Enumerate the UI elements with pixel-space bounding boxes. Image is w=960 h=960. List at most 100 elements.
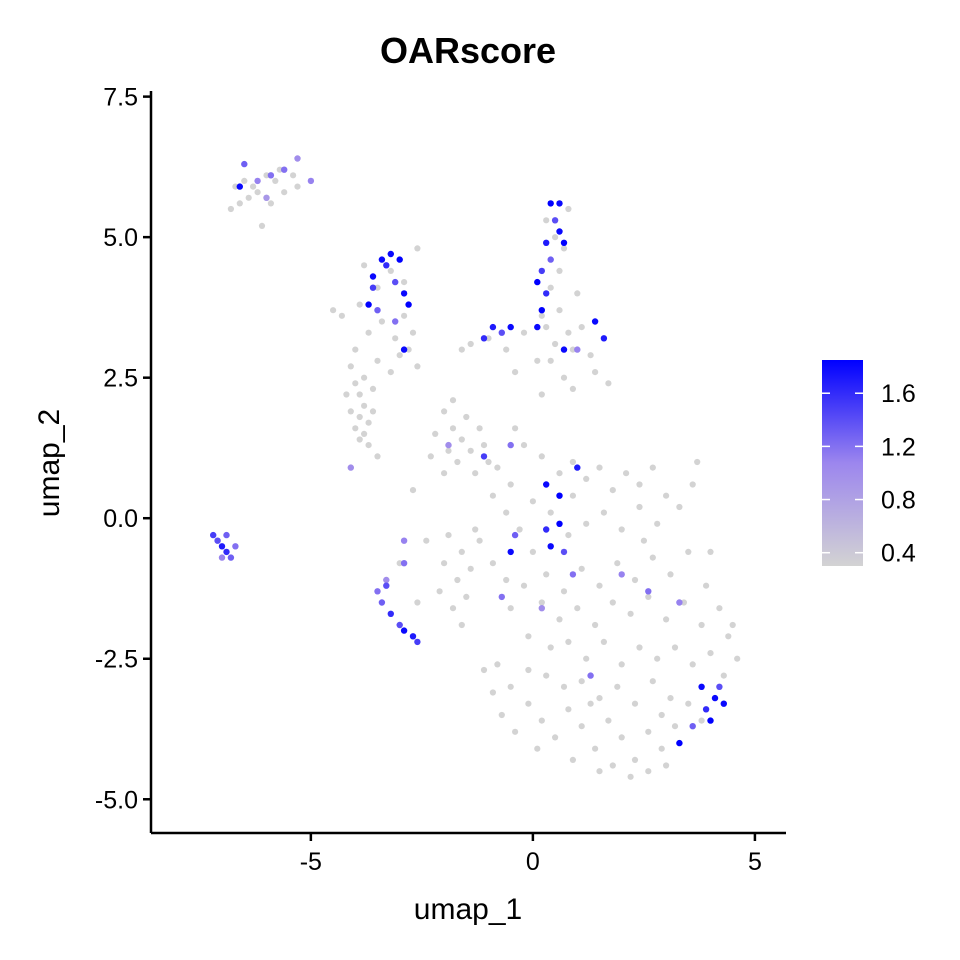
data-point xyxy=(605,717,612,724)
data-point xyxy=(458,436,465,443)
data-point xyxy=(467,340,474,348)
data-point xyxy=(454,458,461,466)
colorbar-tick-label: 1.6 xyxy=(881,380,916,408)
colorbar-tick-label: 0.4 xyxy=(881,540,916,568)
data-point xyxy=(663,762,670,769)
data-point xyxy=(636,503,643,511)
data-point-high xyxy=(547,543,554,550)
data-point xyxy=(636,481,643,488)
data-point xyxy=(290,172,297,179)
data-point xyxy=(547,284,554,291)
data-point xyxy=(525,633,532,640)
data-point-high xyxy=(369,284,377,291)
data-point xyxy=(374,284,381,291)
data-point-high xyxy=(645,588,652,595)
data-point xyxy=(636,644,643,651)
data-point xyxy=(511,369,519,376)
data-point xyxy=(614,683,621,690)
data-point xyxy=(543,217,550,224)
data-point-high xyxy=(556,520,563,527)
data-point-high xyxy=(547,256,554,263)
data-point-high xyxy=(538,267,545,275)
data-point-high xyxy=(498,329,505,336)
data-point xyxy=(294,183,301,190)
data-point xyxy=(432,430,439,437)
data-point-high xyxy=(538,307,545,314)
data-point xyxy=(449,397,457,404)
y-tick-label: -5.0 xyxy=(95,786,138,814)
data-point xyxy=(529,548,537,556)
data-point-high xyxy=(556,228,563,235)
data-point xyxy=(538,717,545,724)
data-point xyxy=(649,678,656,685)
data-point xyxy=(511,728,519,735)
data-point xyxy=(569,756,577,764)
data-point xyxy=(525,666,532,674)
data-point-high xyxy=(489,323,497,331)
data-point-high xyxy=(689,723,696,730)
data-point xyxy=(707,650,714,657)
data-point xyxy=(241,177,248,184)
data-point-high xyxy=(618,571,625,578)
data-point-high xyxy=(534,323,541,331)
data-point-high xyxy=(294,155,301,162)
x-tick-label: -5 xyxy=(300,848,322,876)
data-point xyxy=(272,177,279,184)
data-point xyxy=(445,532,452,539)
data-point xyxy=(631,756,639,764)
data-point xyxy=(352,346,359,353)
data-point xyxy=(485,335,492,342)
data-point xyxy=(605,380,612,387)
colorbar-tick-label: 1.2 xyxy=(881,433,916,461)
data-point xyxy=(596,464,603,471)
data-point xyxy=(361,430,368,437)
data-point xyxy=(507,481,514,488)
data-point xyxy=(236,200,243,207)
data-point xyxy=(472,526,479,533)
data-point-high xyxy=(232,543,239,550)
data-point xyxy=(631,576,639,584)
data-point xyxy=(352,425,359,432)
data-point xyxy=(703,582,710,589)
data-point xyxy=(476,537,483,544)
data-point-high xyxy=(543,481,550,488)
chart-title: OARscore xyxy=(380,30,556,71)
data-point xyxy=(618,661,625,668)
data-point-high xyxy=(587,672,594,679)
data-point xyxy=(658,711,665,719)
data-point xyxy=(503,509,510,516)
data-point-high xyxy=(574,346,581,353)
data-point xyxy=(671,723,679,730)
data-point xyxy=(463,413,470,421)
data-point xyxy=(547,357,554,364)
data-point xyxy=(369,385,377,392)
data-point xyxy=(609,762,616,769)
data-point xyxy=(565,329,572,336)
ticks-layer: -5 0 5 -5.0 -2.5 0.0 2.5 5.0 7.5 xyxy=(95,84,762,876)
data-point-high xyxy=(396,621,403,629)
data-point xyxy=(680,599,688,606)
data-point xyxy=(489,492,496,499)
data-point xyxy=(396,560,403,567)
data-point xyxy=(685,548,692,556)
data-point xyxy=(649,554,656,561)
data-point-high xyxy=(534,278,541,286)
data-point-high xyxy=(543,290,550,297)
data-point xyxy=(414,599,421,606)
y-tick-label: 0.0 xyxy=(103,505,138,533)
data-point-high xyxy=(263,194,270,201)
data-point xyxy=(543,324,550,331)
data-point xyxy=(667,571,674,578)
axes-layer xyxy=(149,91,786,835)
data-point xyxy=(365,442,372,449)
data-point xyxy=(729,621,736,629)
colorbar-tick-label: 0.8 xyxy=(881,487,916,515)
data-point xyxy=(578,565,585,572)
data-point xyxy=(538,312,545,319)
data-point xyxy=(671,644,679,651)
data-point-high xyxy=(241,160,248,168)
data-point-high xyxy=(254,177,261,185)
data-point xyxy=(574,605,581,612)
data-point xyxy=(565,706,572,713)
